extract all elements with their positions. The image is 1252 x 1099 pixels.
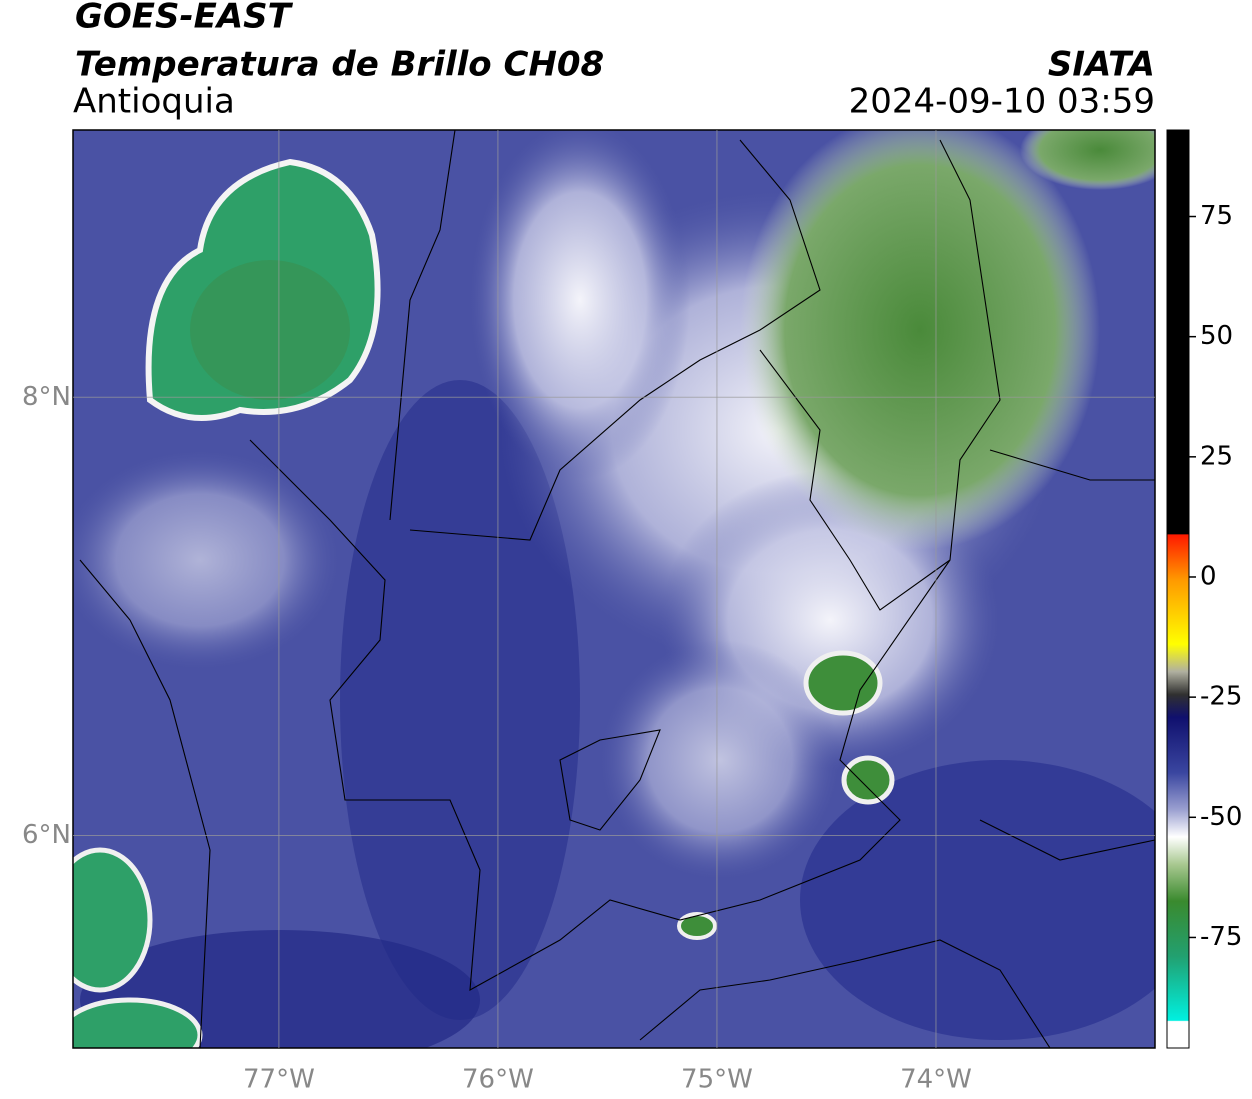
datetime: 2024-09-10 03:59 [849,82,1155,122]
colorbar-tick-label: 0 [1200,561,1217,591]
subtitle: Temperatura de Brillo CH08 [75,45,604,85]
y-tick-label: 8°N [22,382,71,412]
x-tick-label: 75°W [681,1065,753,1095]
x-tick-label: 74°W [900,1065,972,1095]
colorbar-tick-label: 25 [1200,441,1233,471]
title: GOES-EAST [75,0,294,37]
map-frame [72,129,1156,1049]
x-tick-label: 77°W [243,1065,315,1095]
x-tick-label: 76°W [462,1065,534,1095]
colorbar-tick-label: -25 [1200,682,1242,712]
colorbar-tick-label: 50 [1200,321,1233,351]
region: Antioquia [73,82,235,122]
colorbar-tick-label: 75 [1200,201,1233,231]
colorbar-tick-label: -50 [1200,802,1242,832]
source: SIATA [1048,45,1155,85]
colorbar [1166,129,1190,1049]
colorbar-tick-label: -75 [1200,922,1242,952]
satellite-image [73,130,1155,1048]
y-tick-label: 6°N [22,820,71,850]
